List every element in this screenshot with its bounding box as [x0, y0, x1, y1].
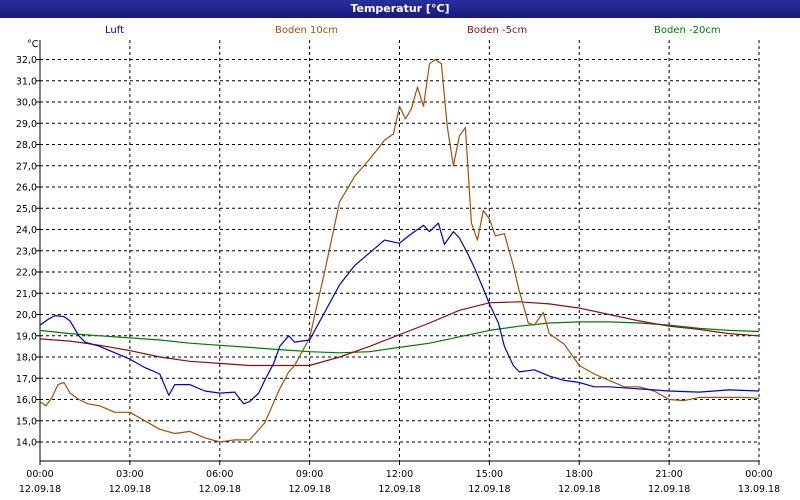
chart-title-bar: Temperatur [°C]	[0, 0, 800, 18]
legend-boden-10cm: Boden 10cm	[275, 25, 338, 36]
x-tick-date-label: 13.09.18	[738, 484, 780, 495]
y-tick-label: 28,0	[16, 140, 37, 151]
y-tick-label: 27,0	[16, 161, 37, 172]
y-tick-label: 19,0	[16, 331, 37, 342]
y-axis-unit-label: °C	[27, 39, 39, 50]
x-tick-time-label: 03:00	[116, 469, 143, 480]
legend-luft: Luft	[105, 25, 124, 36]
y-tick-label: 16,0	[16, 395, 37, 406]
x-tick-time-label: 00:00	[26, 469, 53, 480]
y-tick-label: 21,0	[16, 289, 37, 300]
x-tick-time-label: 09:00	[296, 469, 323, 480]
chart-title: Temperatur [°C]	[350, 2, 450, 15]
x-tick-date-label: 12.09.18	[288, 484, 330, 495]
series-line-boden-20cm	[39, 321, 760, 354]
x-tick-time-label: 06:00	[206, 469, 233, 480]
y-tick-label: 17,0	[16, 374, 37, 385]
x-tick-date-label: 12.09.18	[648, 484, 690, 495]
legend-boden-minus5cm: Boden -5cm	[467, 25, 528, 36]
x-tick-time-label: 00:00	[745, 469, 772, 480]
y-tick-label: 15,0	[16, 416, 37, 427]
x-tick-date-label: 12.09.18	[558, 484, 600, 495]
y-tick-label: 26,0	[16, 183, 37, 194]
y-tick-label: 31,0	[16, 76, 37, 87]
y-tick-label: 18,0	[16, 353, 37, 364]
x-tick-date-label: 12.09.18	[468, 484, 510, 495]
y-tick-label: 32,0	[16, 55, 37, 66]
x-tick-date-label: 12.09.18	[19, 484, 61, 495]
y-tick-label: 25,0	[16, 204, 37, 215]
x-tick-time-label: 12:00	[386, 469, 413, 480]
x-tick-time-label: 21:00	[655, 469, 682, 480]
y-tick-label: 29,0	[16, 119, 37, 130]
series-line-boden-5cm	[39, 301, 760, 367]
y-tick-label: 23,0	[16, 246, 37, 257]
series-line-boden-10cm	[39, 58, 760, 443]
y-tick-label: 30,0	[16, 98, 37, 109]
series-line-luft	[39, 222, 760, 405]
y-tick-label: 24,0	[16, 225, 37, 236]
legend-boden-minus20cm: Boden -20cm	[654, 25, 721, 36]
x-tick-time-label: 18:00	[566, 469, 593, 480]
y-tick-label: 20,0	[16, 310, 37, 321]
y-tick-label: 22,0	[16, 268, 37, 279]
x-tick-date-label: 12.09.18	[109, 484, 151, 495]
x-tick-date-label: 12.09.18	[378, 484, 420, 495]
y-tick-label: 14,0	[16, 438, 37, 449]
x-tick-time-label: 15:00	[476, 469, 503, 480]
x-tick-date-label: 12.09.18	[199, 484, 241, 495]
